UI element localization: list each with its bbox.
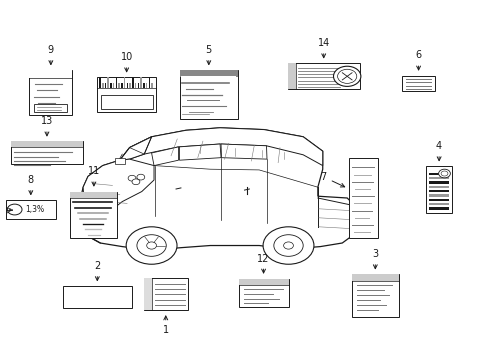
Bar (34, 104, 67, 112)
Bar (29, 70, 72, 115)
Circle shape (137, 174, 144, 180)
Bar (428, 186, 448, 188)
Text: 1,3%: 1,3% (25, 205, 44, 214)
Circle shape (128, 175, 136, 181)
Bar (11, 141, 83, 164)
Text: 7: 7 (320, 172, 344, 187)
Bar (148, 77, 150, 88)
Bar (238, 279, 288, 285)
Polygon shape (83, 159, 154, 227)
Bar (180, 70, 237, 77)
Polygon shape (129, 128, 322, 166)
Bar (62, 286, 132, 308)
Bar (99, 77, 101, 88)
Circle shape (283, 242, 293, 249)
Circle shape (438, 169, 449, 178)
Bar (238, 279, 288, 307)
Bar (132, 77, 133, 88)
Polygon shape (81, 128, 354, 250)
Bar (121, 83, 122, 88)
Text: 1: 1 (163, 316, 168, 336)
Text: 14: 14 (317, 38, 329, 58)
Bar (110, 83, 111, 88)
Bar (115, 158, 124, 164)
Bar (426, 166, 451, 213)
Bar (129, 83, 131, 88)
Bar (351, 274, 398, 281)
Circle shape (7, 204, 22, 215)
Bar (428, 199, 448, 201)
Circle shape (137, 235, 166, 256)
Bar (287, 63, 296, 89)
Bar (145, 83, 147, 88)
Text: 10: 10 (120, 52, 133, 72)
Bar (11, 141, 83, 147)
Text: 5: 5 (205, 45, 211, 64)
Bar (102, 83, 103, 88)
Bar (428, 181, 448, 184)
Bar (428, 190, 448, 192)
Text: 13: 13 (41, 116, 53, 136)
Polygon shape (221, 144, 266, 159)
Bar (118, 83, 120, 88)
Text: 12: 12 (257, 253, 269, 273)
Bar (123, 77, 125, 88)
Bar (135, 83, 136, 88)
Bar (351, 274, 398, 317)
Bar (401, 76, 434, 91)
Bar (113, 83, 114, 88)
Bar (140, 77, 142, 88)
Polygon shape (179, 144, 221, 160)
Bar (143, 278, 151, 310)
Bar (87, 229, 99, 234)
Bar (107, 77, 109, 88)
Bar (181, 76, 236, 77)
Text: 3: 3 (371, 249, 378, 269)
Bar (143, 278, 187, 310)
Bar (349, 206, 355, 218)
Bar (151, 83, 152, 88)
Bar (29, 70, 72, 78)
Bar (428, 194, 448, 197)
Bar (428, 177, 448, 179)
Bar (70, 192, 117, 198)
Circle shape (146, 242, 156, 249)
Bar (70, 192, 117, 238)
Bar (101, 95, 152, 109)
Bar (348, 158, 378, 238)
Circle shape (337, 69, 356, 84)
Text: 8: 8 (28, 175, 34, 194)
Bar (97, 77, 156, 112)
Circle shape (440, 171, 447, 176)
Circle shape (126, 227, 177, 264)
Text: 11: 11 (87, 166, 100, 186)
Bar (143, 83, 144, 88)
Bar (104, 83, 106, 88)
Circle shape (333, 66, 360, 86)
Circle shape (132, 179, 140, 185)
Bar (287, 63, 359, 89)
Text: 9: 9 (48, 45, 54, 64)
Circle shape (263, 227, 313, 264)
Bar (6, 200, 56, 219)
Bar (116, 77, 117, 88)
Polygon shape (120, 137, 151, 160)
Bar (428, 207, 448, 210)
Bar (137, 83, 139, 88)
Bar (180, 70, 237, 119)
Text: 6: 6 (415, 50, 421, 70)
Bar (126, 83, 128, 88)
Circle shape (273, 235, 303, 256)
Text: 2: 2 (94, 261, 100, 280)
Bar (428, 173, 448, 175)
Bar (428, 203, 448, 205)
Polygon shape (151, 147, 178, 166)
Text: 4: 4 (435, 141, 441, 161)
